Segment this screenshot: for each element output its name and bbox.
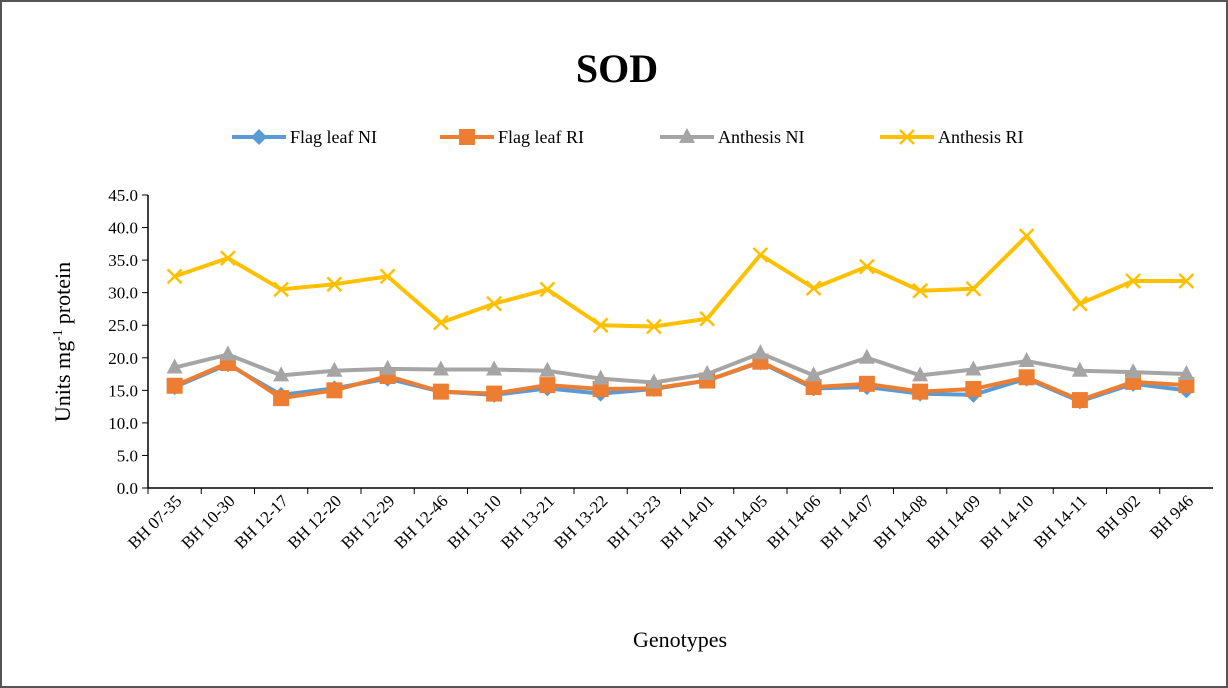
data-point — [486, 295, 503, 312]
data-point — [1125, 363, 1142, 379]
data-point — [858, 375, 875, 392]
y-tick-label: 35.0 — [108, 251, 138, 270]
y-tick-label: 45.0 — [108, 186, 138, 205]
data-point — [326, 382, 343, 399]
data-point — [752, 247, 769, 263]
data-point — [858, 348, 875, 364]
series-line — [174, 351, 1187, 385]
chart-title: SOD — [576, 46, 658, 91]
data-point — [379, 268, 396, 285]
data-point — [379, 359, 396, 375]
legend-label: Anthesis RI — [938, 127, 1024, 147]
y-tick-label: 5.0 — [117, 446, 138, 465]
data-point — [273, 281, 290, 298]
data-point — [273, 366, 290, 382]
y-tick-label: 20.0 — [108, 349, 138, 368]
data-point — [432, 360, 449, 376]
data-point — [645, 318, 662, 335]
data-point — [1071, 295, 1088, 312]
data-point — [912, 282, 929, 299]
data-point — [432, 314, 449, 331]
data-point — [805, 280, 822, 296]
data-point — [752, 344, 769, 360]
data-point — [539, 361, 556, 377]
legend-label: Flag leaf RI — [498, 127, 584, 147]
data-point — [219, 250, 236, 267]
data-point — [965, 360, 982, 376]
data-point — [1178, 273, 1195, 289]
data-point — [1018, 352, 1035, 368]
y-tick-label: 0.0 — [117, 479, 138, 498]
data-point — [965, 280, 982, 297]
legend-label: Anthesis NI — [718, 127, 805, 147]
data-point — [486, 385, 503, 402]
y-tick-label: 15.0 — [108, 381, 138, 400]
data-point — [805, 366, 822, 382]
data-point — [1178, 377, 1195, 394]
data-point — [1018, 228, 1035, 244]
legend-label: Flag leaf NI — [290, 127, 377, 147]
data-point — [273, 390, 290, 407]
series-line — [173, 234, 1187, 329]
y-tick-label: 25.0 — [108, 316, 138, 335]
data-point — [432, 383, 449, 400]
y-tick-label: 40.0 — [108, 219, 138, 238]
data-point — [805, 379, 822, 396]
data-point — [965, 381, 982, 398]
data-point — [912, 383, 929, 400]
data-point — [592, 317, 609, 334]
data-point — [592, 381, 609, 398]
y-label-superscript: -1 — [51, 329, 66, 341]
series-line — [173, 359, 1187, 403]
data-point — [1071, 361, 1088, 377]
y-tick-label: 30.0 — [108, 284, 138, 303]
data-point — [539, 377, 556, 394]
legend-marker — [251, 129, 267, 145]
x-axis-label: Genotypes — [633, 627, 727, 652]
data-point — [166, 268, 183, 285]
y-label-text: Units mg — [50, 341, 75, 422]
legend-marker — [679, 128, 695, 143]
data-point — [1125, 273, 1142, 289]
data-point — [166, 358, 183, 374]
data-point — [1071, 392, 1088, 409]
y-label-text: protein — [50, 262, 75, 324]
legend-marker — [459, 129, 475, 145]
data-point — [219, 345, 236, 361]
data-point — [699, 365, 716, 381]
data-point — [486, 360, 503, 376]
data-point — [166, 377, 183, 394]
data-point — [326, 276, 343, 293]
y-tick-label: 10.0 — [108, 414, 138, 433]
y-axis-label: Units mg-1 protein — [50, 262, 75, 422]
data-point — [699, 310, 716, 327]
data-point — [539, 281, 556, 298]
data-point — [1018, 369, 1035, 386]
data-point — [858, 258, 875, 275]
data-point — [1178, 365, 1195, 381]
data-point — [912, 366, 929, 382]
legend-marker — [899, 129, 915, 145]
data-point — [326, 361, 343, 377]
data-point — [592, 369, 609, 385]
data-point — [645, 373, 662, 389]
